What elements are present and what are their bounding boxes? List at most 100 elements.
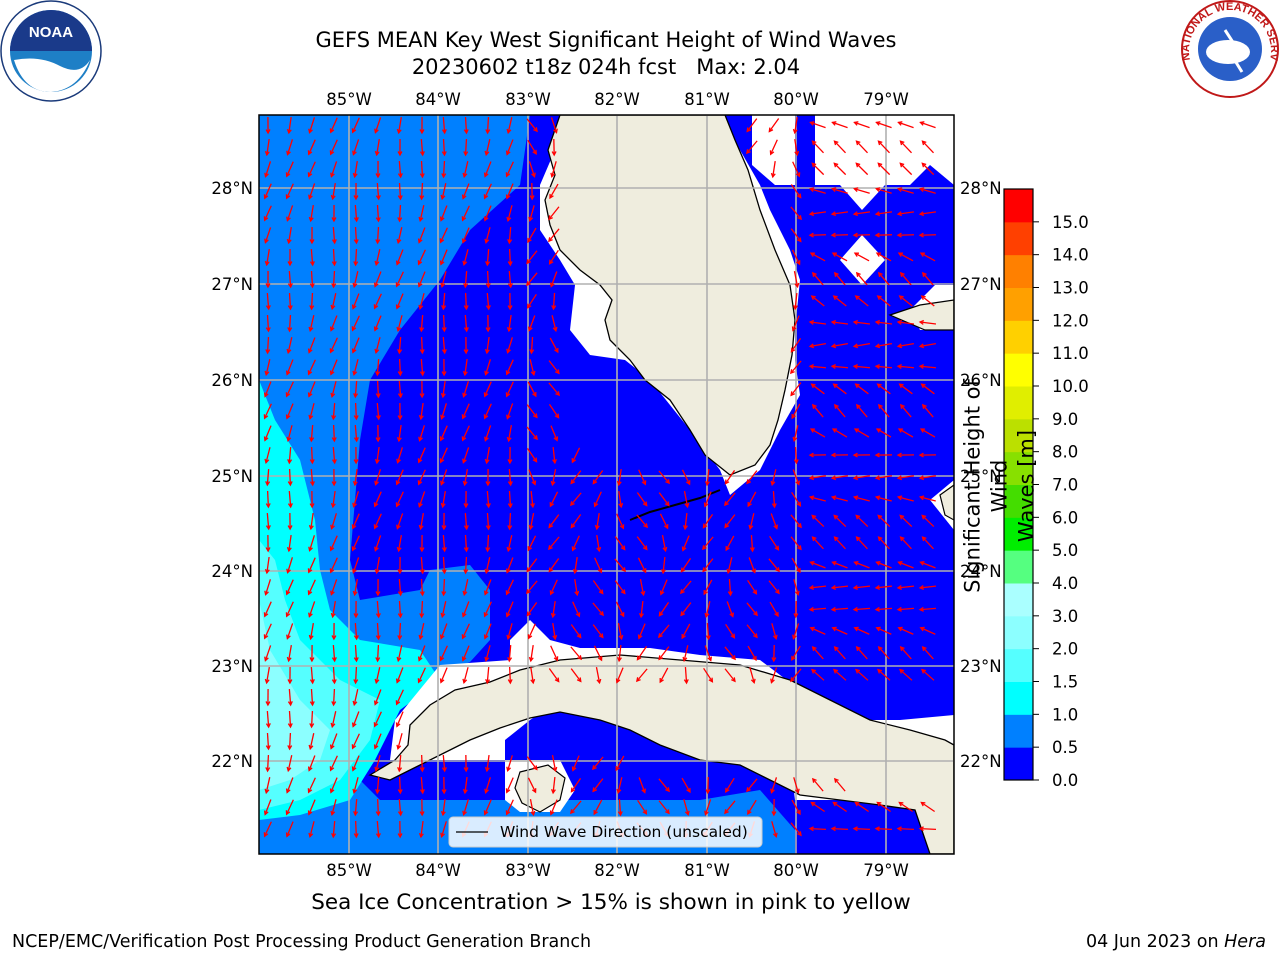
direction-arrow xyxy=(636,492,648,507)
direction-arrow xyxy=(528,513,535,531)
direction-arrow xyxy=(264,249,270,267)
direction-arrow xyxy=(808,211,827,217)
direction-arrow xyxy=(918,585,937,591)
direction-arrow xyxy=(549,183,559,200)
direction-arrow xyxy=(462,776,468,795)
direction-arrow xyxy=(830,342,848,349)
direction-arrow xyxy=(351,293,360,310)
direction-arrow xyxy=(830,585,849,591)
direction-arrow xyxy=(417,249,426,266)
colorbar-tick-label: 8.0 xyxy=(1052,443,1078,462)
direction-arrow xyxy=(529,799,536,817)
direction-arrow xyxy=(419,314,425,333)
direction-arrow xyxy=(550,776,556,795)
direction-arrow xyxy=(705,622,711,641)
direction-arrow xyxy=(353,424,359,443)
direction-arrow xyxy=(832,383,847,395)
direction-arrow xyxy=(809,428,826,438)
colorbar-segment xyxy=(1004,451,1033,485)
direction-arrow xyxy=(830,826,849,832)
direction-arrow xyxy=(548,206,560,221)
direction-arrow xyxy=(790,338,802,353)
direction-arrow xyxy=(637,557,647,574)
direction-arrow xyxy=(898,295,913,307)
direction-arrow xyxy=(571,447,581,464)
direction-arrow xyxy=(440,469,448,486)
direction-arrow xyxy=(264,138,270,157)
direction-arrow xyxy=(771,798,777,817)
direction-arrow xyxy=(874,826,893,832)
lon-label-top: 81°W xyxy=(684,90,730,109)
direction-arrow xyxy=(811,162,825,176)
direction-arrow xyxy=(830,364,849,370)
direction-arrow xyxy=(441,336,447,355)
direction-arrow xyxy=(899,536,912,550)
direction-arrow xyxy=(264,645,272,662)
direction-arrow xyxy=(808,495,826,502)
direction-arrow xyxy=(636,514,649,529)
direction-arrow xyxy=(550,117,558,134)
direction-arrow xyxy=(485,666,491,685)
direction-arrow xyxy=(441,534,447,553)
direction-arrow xyxy=(309,424,315,443)
direction-arrow xyxy=(374,667,381,685)
direction-arrow xyxy=(440,798,446,817)
lat-label-right: 22°N xyxy=(960,752,1002,771)
colorbar-segment xyxy=(1004,648,1033,682)
direction-arrow xyxy=(265,512,271,531)
missing-data-ne xyxy=(815,115,954,210)
map-legend: Wind Wave Direction (unscaled) xyxy=(448,816,763,848)
direction-arrow xyxy=(353,402,359,421)
direction-arrow xyxy=(373,293,382,310)
direction-arrow xyxy=(792,292,798,311)
direction-arrow xyxy=(614,558,627,573)
direction-arrow xyxy=(724,514,736,529)
direction-arrow xyxy=(351,337,360,354)
direction-arrow xyxy=(375,600,381,619)
direction-arrow xyxy=(396,447,404,464)
direction-arrow xyxy=(440,271,447,289)
direction-arrow xyxy=(747,645,757,662)
direction-arrow xyxy=(331,622,337,641)
direction-arrow xyxy=(396,513,404,530)
direction-arrow xyxy=(417,271,426,288)
direction-arrow xyxy=(921,271,934,286)
direction-arrow xyxy=(330,381,337,399)
direction-arrow xyxy=(352,491,360,508)
direction-arrow xyxy=(353,380,359,399)
direction-arrow xyxy=(329,315,338,332)
direction-arrow xyxy=(397,336,403,355)
direction-arrow xyxy=(615,601,625,618)
direction-arrow xyxy=(263,205,272,222)
direction-arrow xyxy=(352,271,359,289)
direction-arrow xyxy=(506,535,513,553)
direction-arrow xyxy=(265,754,271,773)
direction-arrow xyxy=(527,139,537,155)
direction-arrow xyxy=(854,295,869,307)
direction-arrow xyxy=(375,578,381,597)
direction-arrow xyxy=(702,514,714,529)
direction-arrow xyxy=(790,360,802,375)
direction-arrow xyxy=(419,776,425,795)
direction-arrow xyxy=(287,710,293,729)
direction-arrow xyxy=(440,380,446,399)
direction-arrow xyxy=(287,512,293,531)
colorbar-tick-label: 10.0 xyxy=(1052,377,1089,396)
direction-arrow xyxy=(483,601,492,618)
direction-arrow xyxy=(375,358,381,377)
colorbar-segment xyxy=(1004,221,1033,256)
direction-arrow xyxy=(461,403,470,420)
direction-arrow xyxy=(287,688,293,707)
direction-arrow xyxy=(484,139,491,157)
direction-arrow xyxy=(830,452,849,458)
direction-arrow xyxy=(681,777,691,794)
direction-arrow xyxy=(921,140,934,154)
direction-arrow xyxy=(855,140,868,154)
direction-arrow xyxy=(592,624,604,639)
direction-arrow xyxy=(463,490,469,509)
direction-arrow xyxy=(770,777,778,794)
direction-arrow xyxy=(811,777,824,792)
colorbar-segment xyxy=(1004,714,1033,748)
direction-arrow xyxy=(572,601,581,618)
direction-arrow xyxy=(875,187,892,194)
